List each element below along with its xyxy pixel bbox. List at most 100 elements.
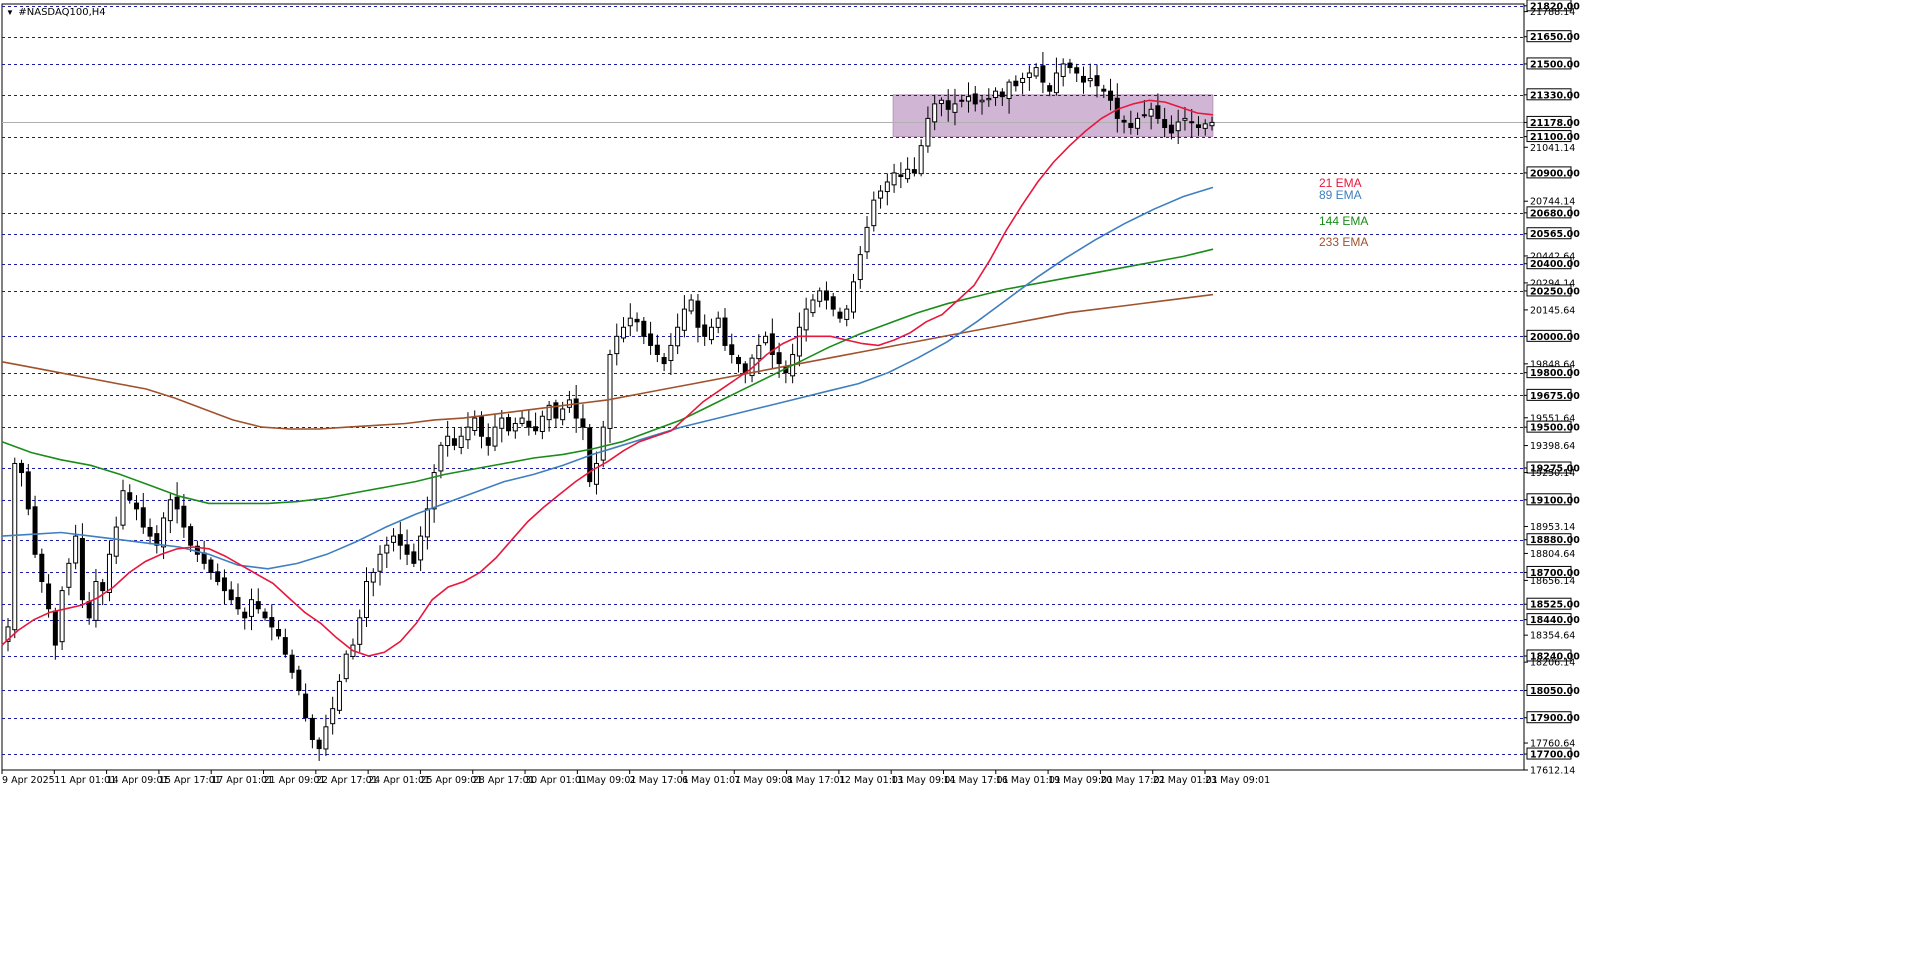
price-level-label: 19800.00 <box>1530 368 1580 379</box>
time-tick-label: 7 May 09:01 <box>734 775 793 786</box>
candle-body <box>39 553 45 583</box>
candle-body <box>621 326 627 339</box>
price-level-box <box>1526 88 1572 101</box>
time-tick-label: 23 May 09:01 <box>1205 775 1270 786</box>
candle-body <box>499 417 505 429</box>
price-level-label: 20900.00 <box>1530 168 1580 179</box>
symbol-label: #NASDAQ100,H4 <box>18 7 106 18</box>
candle-body <box>19 462 25 474</box>
candle-body <box>871 199 877 227</box>
candle-body <box>776 352 782 365</box>
candle-body <box>1101 88 1107 92</box>
candle-body <box>539 415 545 432</box>
price-level-box <box>1526 0 1572 12</box>
price-tick-label: 18804.64 <box>1530 549 1575 560</box>
ema-144-line <box>1 248 1214 505</box>
candle-body <box>404 544 410 555</box>
time-tick-label: 14 May 17:01 <box>943 775 1008 786</box>
price-level-label: 19100.00 <box>1530 495 1580 506</box>
candle-body <box>695 300 701 328</box>
candle-body <box>370 571 376 583</box>
price-axis[interactable] <box>1526 0 1916 963</box>
plot-area[interactable] <box>1 3 1525 771</box>
candle-body <box>864 226 870 253</box>
candle-body <box>600 426 606 461</box>
price-level-box <box>1526 533 1572 546</box>
candle-body <box>336 680 342 711</box>
candle-body <box>769 333 775 356</box>
candle-body <box>316 739 322 750</box>
price-level-label: 21330.00 <box>1530 90 1580 101</box>
candle-body <box>1141 114 1147 117</box>
candle-body <box>533 426 539 432</box>
candle-body <box>708 326 714 341</box>
time-tick-label: 8 May 17:01 <box>787 775 846 786</box>
candle-body <box>945 100 951 110</box>
candle-body <box>113 526 119 557</box>
candle-body <box>188 526 194 546</box>
candle-body <box>830 296 836 310</box>
price-level-box <box>1526 30 1572 43</box>
candle-body <box>959 99 965 102</box>
candle-body <box>363 581 369 619</box>
candle-body <box>972 93 978 105</box>
candle-body <box>1121 119 1127 123</box>
candle-body <box>52 610 58 646</box>
price-tick-label: 18953.14 <box>1530 522 1575 533</box>
time-tick-label: 9 Apr 2025 <box>2 775 55 786</box>
candle-body <box>1155 105 1161 119</box>
candle-body <box>932 103 938 123</box>
candle-body <box>431 472 437 510</box>
candle-body <box>999 91 1005 98</box>
price-level-box <box>1526 130 1572 143</box>
candle-body <box>661 357 667 365</box>
price-level-label: 20680.00 <box>1530 208 1580 219</box>
candle-body <box>614 335 620 355</box>
candle-body <box>1202 123 1208 129</box>
candle-body <box>668 344 674 362</box>
candle-body <box>249 599 255 617</box>
candle-body <box>573 398 579 419</box>
price-tick-label: 19398.64 <box>1530 441 1575 452</box>
candle-body <box>330 708 336 725</box>
dropdown-triangle-icon[interactable]: ▼ <box>6 8 14 17</box>
candle-body <box>127 492 133 501</box>
candle-body <box>303 693 309 719</box>
candle-body <box>675 326 681 347</box>
price-level-label: 20565.00 <box>1530 229 1580 240</box>
candle-body <box>1047 85 1053 92</box>
candle-body <box>66 562 72 588</box>
candle-body <box>1006 81 1012 100</box>
time-tick-label: 17 Apr 01:01 <box>211 775 273 786</box>
price-tick-label: 20145.64 <box>1530 305 1575 316</box>
time-tick-label: 12 May 01:01 <box>839 775 904 786</box>
candle-body <box>106 553 112 593</box>
price-level-box <box>1526 329 1572 342</box>
price-level-label: 20400.00 <box>1530 259 1580 270</box>
price-level-box <box>1526 166 1572 179</box>
price-level-box <box>1526 613 1572 626</box>
candle-body <box>12 462 18 631</box>
price-level-label: 18050.00 <box>1530 686 1580 697</box>
time-tick-label: 15 Apr 17:01 <box>159 775 221 786</box>
time-tick-label: 19 May 09:01 <box>1048 775 1113 786</box>
candle-body <box>898 174 904 178</box>
candle-body <box>1020 77 1026 83</box>
time-tick-label: 28 Apr 17:01 <box>473 775 535 786</box>
price-level-label: 21820.00 <box>1530 1 1580 12</box>
price-level-label: 18525.00 <box>1530 600 1580 611</box>
candle-body <box>925 117 931 147</box>
candle-body <box>86 601 92 619</box>
candle-body <box>1040 65 1046 83</box>
candle-body <box>161 517 167 548</box>
candle-body <box>391 535 397 543</box>
price-tick-label: 18656.14 <box>1530 576 1575 587</box>
price-tick-label: 17612.14 <box>1530 766 1575 777</box>
price-level-box <box>1526 257 1572 270</box>
time-tick-label: 2 May 17:01 <box>630 775 689 786</box>
time-tick-label: 14 Apr 09:01 <box>107 775 169 786</box>
time-tick-label: 21 Apr 09:01 <box>264 775 326 786</box>
candle-body <box>1074 67 1080 74</box>
symbol-header: ▼ #NASDAQ100,H4 <box>6 2 106 20</box>
